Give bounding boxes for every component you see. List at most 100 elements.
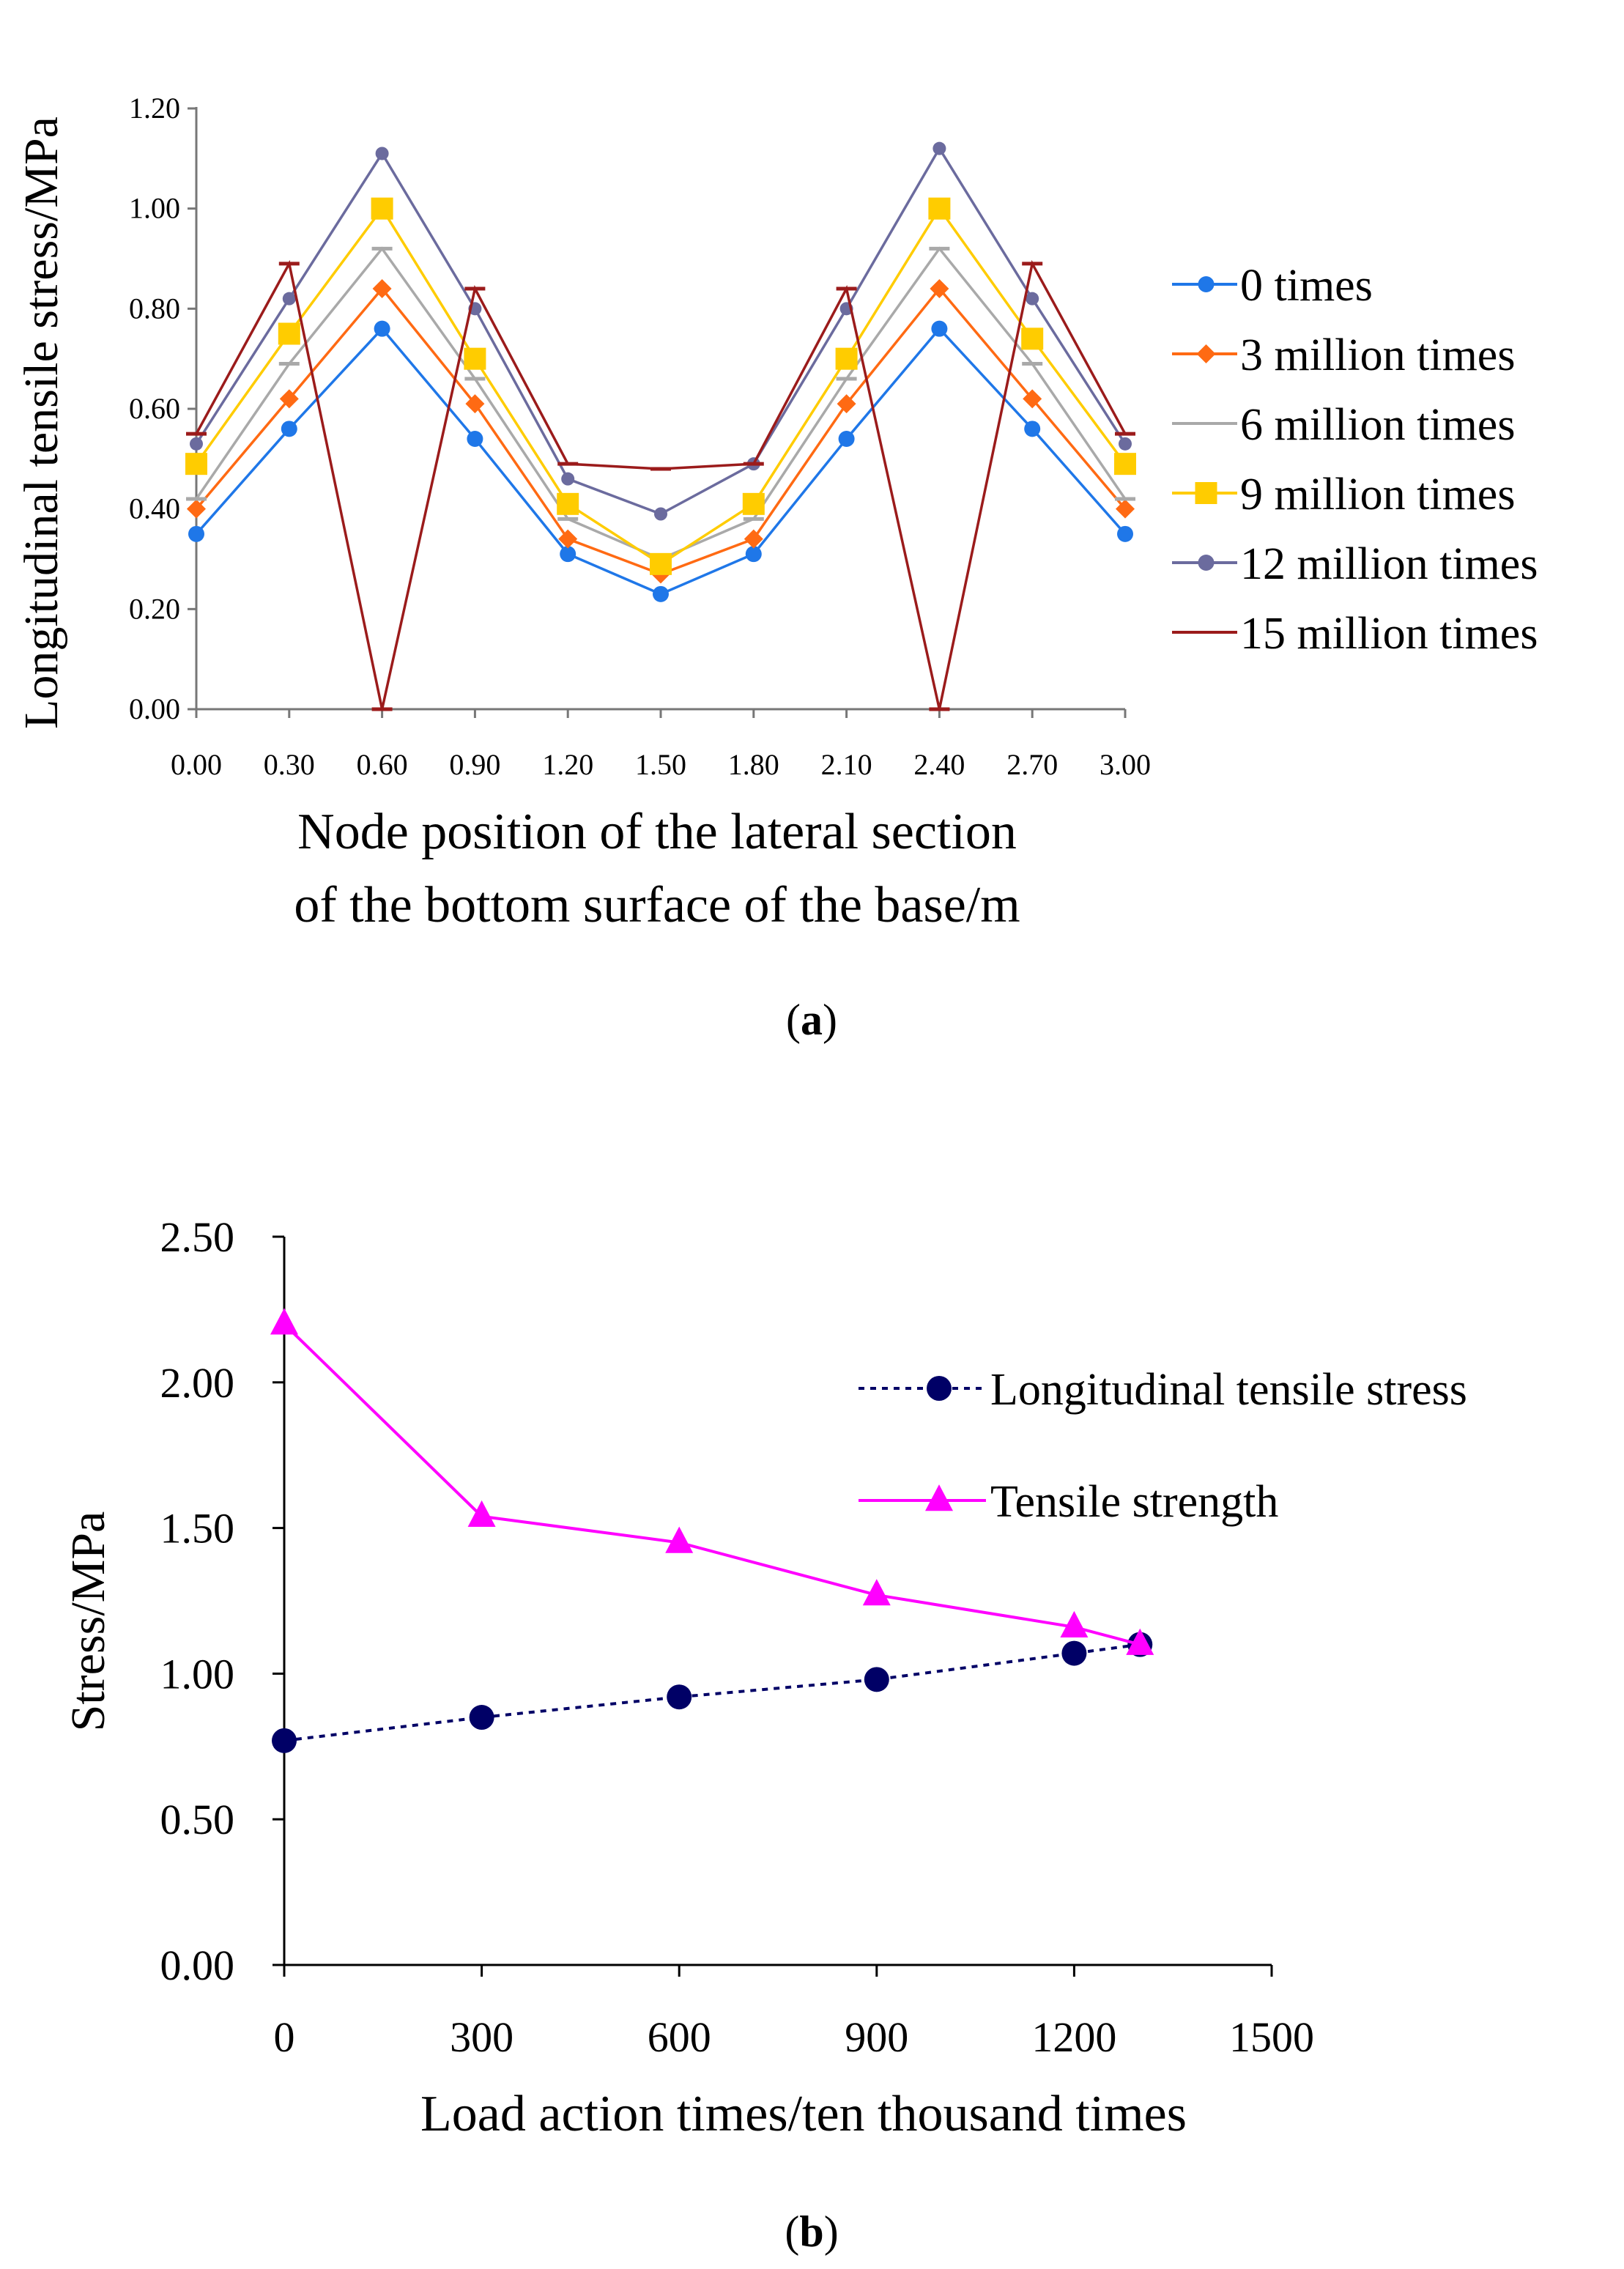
chart-a-series-2: [187, 279, 1135, 584]
chart-a-series-line: [195, 286, 1127, 576]
chart-a-data-point: [375, 147, 389, 160]
chart-b-panel-label: (b): [785, 2207, 838, 2256]
chart-a-legend-item: 9 million times: [1172, 470, 1515, 519]
chart-a-y-tick-label: 1.00: [129, 192, 180, 225]
chart-a-panel-label: (a): [786, 996, 837, 1044]
chart-a-data-point: [560, 546, 576, 563]
chart-b-x-tick-label: 1200: [1031, 2013, 1116, 2061]
chart-b-data-point: [667, 1684, 692, 1710]
chart-a-legend-label: 6 million times: [1240, 400, 1515, 450]
chart-a-legend-item: 15 million times: [1172, 609, 1538, 659]
chart-a-x-tick-label: 1.50: [635, 748, 686, 781]
chart-a-data-point: [561, 472, 575, 486]
chart-a-legend-item: 12 million times: [1172, 539, 1538, 589]
chart-a-axes: [195, 107, 1125, 711]
chart-a-data-point: [1116, 499, 1135, 519]
chart-b-legend-swatch-marker: [927, 1376, 952, 1401]
chart-a-data-point: [650, 552, 672, 575]
chart-a-data-point: [745, 546, 762, 563]
chart-b-series-1: [272, 1632, 1153, 1753]
chart-a: 0.00 0.20 0.40 0.60 0.80 1.00 1.20 0.00 0.30 0.6…: [15, 92, 1538, 1044]
chart-a-data-point: [835, 347, 858, 370]
chart-a-data-point: [187, 499, 206, 519]
chart-a-x-tick-label: 2.40: [913, 748, 965, 781]
chart-b-series-line: [283, 1322, 1141, 1646]
chart-a-data-point: [1024, 421, 1041, 437]
chart-a-legend-label: 12 million times: [1240, 539, 1538, 589]
chart-a-series-line: [195, 259, 1127, 710]
chart-a-data-point: [465, 394, 485, 414]
chart-b-series-2: [270, 1308, 1154, 1655]
chart-a-legend-label: 0 times: [1240, 261, 1373, 311]
chart-a-data-point: [374, 320, 390, 337]
chart-a-x-axis-label-line1: Node position of the lateral section: [297, 804, 1017, 860]
chart-a-x-tick-label: 2.70: [1006, 748, 1058, 781]
chart-a-data-point: [744, 529, 763, 549]
chart-b-x-tick-label: 900: [845, 2013, 908, 2061]
chart-a-data-point: [932, 141, 946, 155]
chart-b-x-ticks: 0 300 600 900 1200 1500: [274, 1965, 1314, 2061]
chart-a-series-4: [185, 197, 1136, 575]
chart-a-legend-swatch-marker: [1198, 276, 1215, 292]
chart-a-data-point: [464, 347, 486, 370]
chart-a-legend-label: 9 million times: [1240, 470, 1515, 519]
chart-a-x-tick-label: 2.10: [821, 748, 872, 781]
chart-a-y-tick-label: 0.40: [129, 492, 180, 525]
chart-a-y-tick-label: 0.20: [129, 592, 180, 625]
chart-a-y-tick-label: 1.20: [129, 92, 180, 125]
chart-a-legend-item: 6 million times: [1172, 400, 1515, 450]
chart-a-data-point: [837, 394, 856, 414]
chart-b-data-point: [665, 1526, 694, 1553]
chart-a-x-tick-label: 0.00: [171, 748, 222, 781]
chart-a-data-point: [279, 389, 299, 409]
chart-a-data-point: [930, 279, 949, 298]
chart-a-x-axis-label-line2: of the bottom surface of the base/m: [294, 877, 1020, 933]
chart-a-data-point: [1023, 389, 1042, 409]
chart-b-data-point: [1061, 1640, 1087, 1666]
chart-a-legend-item: 3 million times: [1172, 330, 1515, 380]
chart-b-legend-swatch-marker: [925, 1484, 953, 1511]
chart-a-legend-label: 15 million times: [1240, 609, 1538, 659]
chart-b-y-tick-label: 1.50: [160, 1505, 235, 1552]
chart-b-legend-label: Longitudinal tensile stress: [990, 1365, 1467, 1415]
chart-b-data-point: [270, 1308, 298, 1335]
chart-b-y-tick-label: 2.00: [160, 1359, 235, 1407]
chart-a-data-point: [654, 507, 667, 521]
chart-a-x-tick-label: 0.30: [264, 748, 315, 781]
chart-b-data-point: [469, 1705, 494, 1731]
chart-a-legend: 0 times 3 million times 6 million times 9 m…: [1172, 261, 1538, 659]
chart-a-y-tick-label: 0.60: [129, 392, 180, 425]
chart-a-x-tick-label: 0.90: [449, 748, 500, 781]
chart-a-data-point: [928, 197, 951, 220]
chart-b-series-line: [283, 1643, 1141, 1742]
chart-a-x-ticks: 0.00 0.30 0.60 0.90 1.20 1.50 1.80 2.10 2.40 2.70…: [171, 709, 1151, 781]
chart-a-data-point: [1117, 525, 1133, 542]
chart-b-legend-item: Tensile strength: [859, 1477, 1278, 1527]
chart-a-series-line: [195, 146, 1127, 516]
chart-b-y-tick-label: 1.00: [160, 1650, 235, 1698]
chart-b-x-axis-label: Load action times/ten thousand times: [420, 2086, 1187, 2142]
chart-a-x-tick-label: 3.00: [1100, 748, 1151, 781]
chart-a-data-point: [281, 421, 297, 437]
chart-b-data-point: [864, 1667, 889, 1692]
chart-a-data-point: [467, 431, 483, 447]
chart-a-y-ticks: 0.00 0.20 0.40 0.60 0.80 1.00 1.20: [129, 92, 196, 725]
chart-b-legend-label: Tensile strength: [990, 1477, 1278, 1527]
chart-b-x-tick-label: 0: [274, 2013, 295, 2061]
chart-b-x-tick-label: 1500: [1229, 2013, 1314, 2061]
chart-a-data-point: [1119, 437, 1132, 451]
chart-b-x-tick-label: 300: [450, 2013, 513, 2061]
chart-a-data-point: [190, 437, 203, 451]
chart-b-y-ticks: 0.00 0.50 1.00 1.50 2.00 2.50: [160, 1213, 284, 1989]
chart-a-x-tick-label: 1.80: [728, 748, 779, 781]
chart-a-data-point: [1114, 453, 1136, 475]
chart-b-legend-item: Longitudinal tensile stress: [859, 1365, 1467, 1415]
chart-a-data-point: [185, 453, 207, 475]
chart-a-data-point: [1021, 327, 1044, 350]
chart-b: 0.00 0.50 1.00 1.50 2.00 2.50 0 300 600 900 1200 1…: [62, 1213, 1467, 2256]
chart-a-series: [185, 141, 1136, 711]
chart-a-data-point: [558, 529, 578, 549]
chart-a-x-tick-label: 0.60: [357, 748, 408, 781]
chart-a-data-point: [371, 197, 393, 220]
